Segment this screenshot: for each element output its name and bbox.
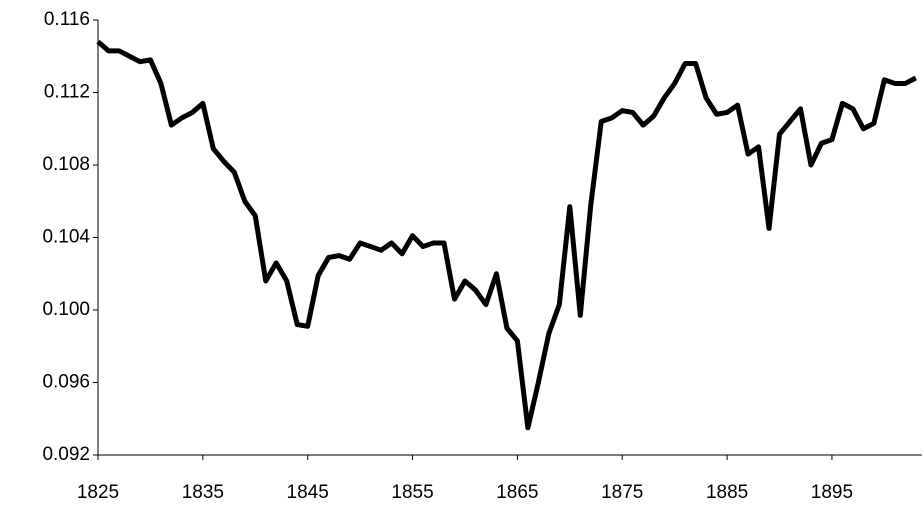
y-tick-label: 0.116 [44, 9, 90, 30]
x-tick-label: 1875 [601, 482, 643, 503]
x-tick-label: 1845 [287, 482, 329, 503]
x-tick-label: 1895 [811, 482, 853, 503]
y-tick-label: 0.100 [42, 299, 90, 320]
x-tick-label: 1885 [706, 482, 748, 503]
y-tick-label: 0.112 [44, 82, 90, 103]
y-tick-label: 0.096 [42, 372, 90, 393]
line-series [96, 39, 917, 431]
y-tick-label: 0.104 [42, 227, 90, 248]
x-tick-label: 1855 [391, 482, 433, 503]
x-tick-label: 1825 [77, 482, 119, 503]
y-tick-label: 0.108 [42, 154, 90, 175]
y-tick-label: 0.092 [42, 444, 90, 465]
x-tick-label: 1835 [182, 482, 224, 503]
x-tick-label: 1865 [496, 482, 538, 503]
